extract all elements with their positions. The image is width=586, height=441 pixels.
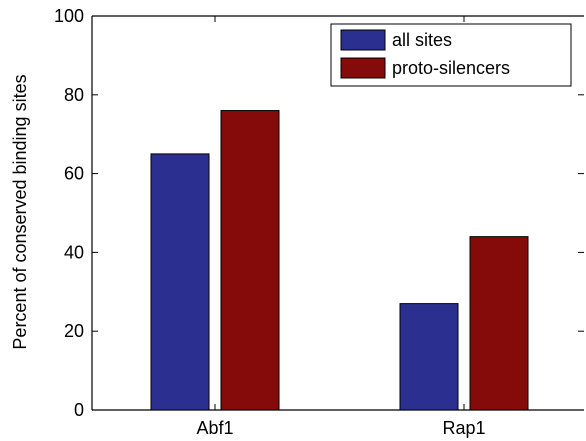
y-axis: 0 20 40 60 80 100 [54,6,584,420]
bar-rap1-all-sites [399,303,459,411]
x-tick-label: Rap1 [442,418,485,438]
x-tick-label: Abf1 [196,418,233,438]
y-tick-label: 20 [64,321,84,341]
legend: all sites proto-silencers [330,23,572,87]
y-tick-label: 80 [64,85,84,105]
y-tick-label: 0 [74,400,84,420]
bars [150,110,529,411]
y-tick-label: 60 [64,164,84,184]
bar-abf1-all-sites [150,153,210,411]
bar-abf1-proto-silencers [220,110,280,411]
legend-swatch [340,57,386,79]
y-axis-label: Percent of conserved binding sites [10,74,30,349]
y-tick-label: 40 [64,242,84,262]
legend-label: proto-silencers [392,58,510,78]
bar-rap1-proto-silencers [469,236,529,411]
legend-swatch [340,29,386,51]
y-tick-label: 100 [54,6,84,26]
legend-label: all sites [392,30,452,50]
x-axis: Abf1 Rap1 [196,16,486,438]
